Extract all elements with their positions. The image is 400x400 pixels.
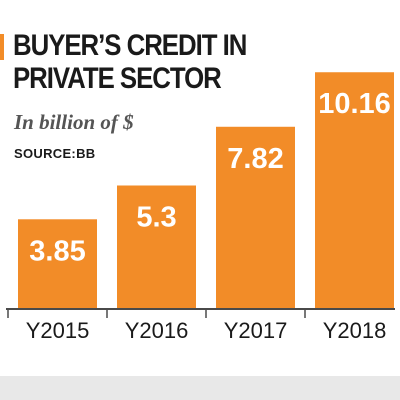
x-tick-label: Y2016 — [125, 318, 189, 343]
tick-group — [7, 309, 306, 318]
bar-value-label: 7.82 — [227, 143, 283, 175]
bar-y2016 — [117, 185, 196, 309]
source-value: BB — [76, 146, 96, 161]
bar-group — [18, 72, 394, 309]
chart-subtitle: In billion of $ — [14, 110, 134, 134]
source-note: SOURCE:BB — [14, 146, 95, 161]
bar-value-label: 3.85 — [29, 235, 85, 267]
bar-y2015 — [18, 219, 97, 309]
accent-rule — [0, 34, 4, 60]
x-tick-label: Y2017 — [224, 318, 288, 343]
chart-title: BUYER’S CREDIT IN PRIVATE SECTOR — [13, 29, 247, 95]
x-tick-label: Y2018 — [323, 318, 387, 343]
bar-y2017 — [216, 126, 295, 309]
footer-strip — [0, 376, 400, 400]
tick-label-group: Y2015 Y2016 Y2017 Y2018 — [26, 318, 387, 343]
bar-value-label: 5.3 — [136, 201, 176, 233]
source-label: SOURCE: — [14, 146, 77, 161]
x-tick-label: Y2015 — [26, 318, 90, 343]
bar-label-group: 3.85 5.3 7.82 10.16 — [29, 88, 391, 267]
bar-y2018 — [315, 72, 394, 309]
bar-value-label: 10.16 — [318, 88, 391, 120]
